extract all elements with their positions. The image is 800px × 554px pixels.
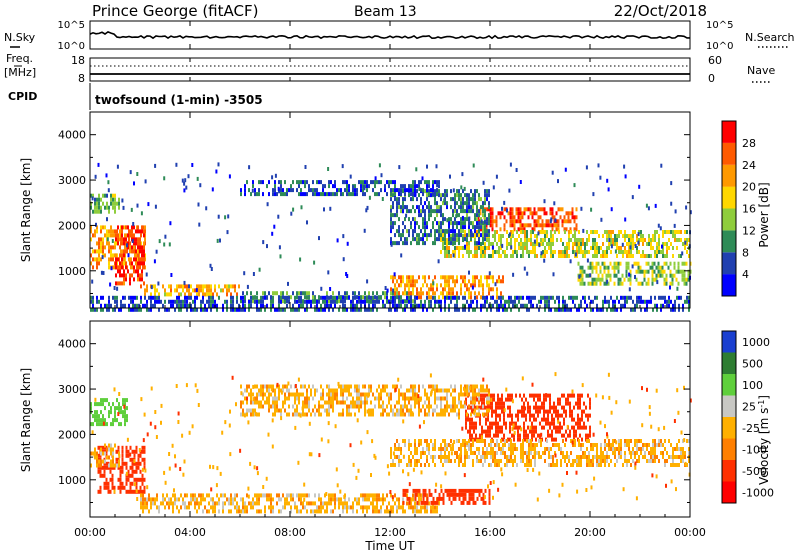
freq-label: Freq. (6, 52, 33, 65)
velocity-region-1 (140, 493, 440, 514)
power-tick-label: 24 (742, 159, 756, 172)
velocity-heatmap (90, 372, 692, 514)
power-region-1 (115, 225, 145, 286)
velocity-tick-label: 500 (742, 357, 763, 370)
velocity-swatch (722, 460, 736, 482)
power-tick-label: 12 (742, 224, 756, 237)
cpid-value: twofsound (1-min) -3505 (95, 93, 263, 107)
velocity-tick-label: -500 (742, 465, 767, 478)
velocity-scale-title: Velocity [m s-1] (757, 395, 771, 485)
y-tick-label: 3000 (58, 383, 86, 396)
power-heatmap (90, 162, 692, 312)
power-swatch (722, 142, 736, 165)
velocity-tick-label: 100 (742, 379, 763, 392)
velocity-swatch (722, 352, 736, 374)
y-tick-label: 1000 (58, 474, 86, 487)
x-tick-label: 20:00 (574, 526, 606, 539)
beam-title: Beam 13 (354, 4, 417, 20)
time-x-axis: 00:00 04:00 08:00 12:00 16:00 20:00 00:00 (74, 21, 706, 539)
power-tick-label: 16 (742, 203, 756, 216)
velocity-tick-label: -25 (742, 422, 760, 435)
power-tick-label: 20 (742, 181, 756, 194)
power-y-label: Slant Range [km] (19, 158, 33, 262)
velocity-region-5 (240, 384, 490, 417)
velocity-swatch (722, 417, 736, 439)
velocity-tick-label: -100 (742, 443, 767, 456)
velocity-region-2 (402, 488, 491, 505)
x-tick-label: 16:00 (474, 526, 506, 539)
nave-tick-top: 60 (708, 54, 722, 67)
freq-panel: Freq. [MHz] 18 8 60 0 Nave (4, 52, 775, 85)
velocity-colorbar: 1000 500 100 25 -25 -100 -500 -1000 (721, 330, 774, 504)
freq-unit-label: [MHz] (4, 66, 36, 79)
power-region-11 (90, 295, 690, 312)
nsearch-label: N.Search (745, 31, 795, 44)
velocity-tick-label: -1000 (742, 486, 774, 499)
power-colorbar: 28 24 20 16 12 8 4 (721, 120, 756, 297)
power-swatch (722, 252, 736, 275)
cpid-panel: CPID twofsound (1-min) -3505 (8, 83, 263, 110)
noise-left-tick-top: 10^5 (58, 20, 85, 31)
velocity-region-3 (465, 393, 591, 442)
x-tick-label: 00:00 (674, 526, 706, 539)
y-tick-label: 4000 (58, 338, 86, 351)
noise-right-tick-bottom: 10^0 (706, 41, 733, 52)
velocity-panel: 4000 3000 2000 1000 Slant Range [km] (19, 320, 692, 518)
power-swatch (722, 230, 736, 253)
y-tick-label: 2000 (58, 219, 86, 232)
freq-tick-bottom: 8 (78, 72, 85, 85)
velocity-region-4 (390, 439, 690, 467)
power-tick-label: 8 (742, 246, 749, 259)
nave-tick-bottom: 0 (708, 72, 715, 85)
date-title: 22/Oct/2018 (614, 2, 707, 20)
x-axis-label: Time UT (364, 539, 415, 553)
power-scale-title: Power [dB] (757, 182, 771, 247)
power-tick-label: 4 (742, 268, 749, 281)
power-region-10 (577, 261, 692, 286)
power-swatch (722, 274, 736, 296)
noise-left-tick-bottom: 10^0 (58, 41, 85, 52)
cpid-label: CPID (8, 90, 37, 103)
power-region-3 (140, 284, 240, 297)
velocity-y-axis: 4000 3000 2000 1000 (58, 338, 690, 503)
noise-right-tick-top: 10^5 (706, 20, 733, 31)
power-tick-label: 28 (742, 137, 756, 150)
y-tick-label: 3000 (58, 174, 86, 187)
velocity-tick-label: 1000 (742, 336, 770, 349)
power-region-5 (390, 275, 504, 300)
power-swatch (722, 208, 736, 231)
power-region-8 (390, 189, 490, 246)
x-tick-label: 00:00 (74, 526, 106, 539)
station-title: Prince George (fitACF) (92, 2, 258, 20)
power-panel: 4000 3000 2000 1000 Slant Range [km] (19, 111, 692, 312)
x-tick-label: 08:00 (274, 526, 306, 539)
noise-panel: N.Sky 10^5 10^0 10^5 10^0 N.Search (4, 20, 795, 52)
velocity-swatch (722, 438, 736, 460)
y-tick-label: 2000 (58, 428, 86, 441)
nsky-trace (89, 30, 690, 40)
velocity-tick-label: 25 (742, 400, 756, 413)
power-swatch (722, 186, 736, 209)
x-tick-label: 04:00 (174, 526, 206, 539)
power-swatch (722, 164, 736, 187)
velocity-swatch (722, 481, 736, 503)
nsky-label: N.Sky (4, 31, 36, 44)
freq-tick-top: 18 (71, 54, 85, 67)
power-swatch (722, 121, 736, 143)
velocity-swatch (722, 331, 736, 353)
velocity-y-label: Slant Range [km] (19, 368, 33, 472)
nave-label: Nave (747, 64, 775, 77)
y-tick-label: 1000 (58, 265, 86, 278)
power-region-9 (240, 180, 440, 197)
velocity-swatch (722, 374, 736, 396)
velocity-swatch (722, 395, 736, 417)
x-tick-label: 12:00 (374, 526, 406, 539)
power-region-2 (90, 193, 120, 214)
power-y-axis: 4000 3000 2000 1000 (58, 129, 690, 294)
y-tick-label: 4000 (58, 129, 86, 142)
velocity-scatter (91, 372, 692, 502)
power-scatter (91, 162, 692, 293)
